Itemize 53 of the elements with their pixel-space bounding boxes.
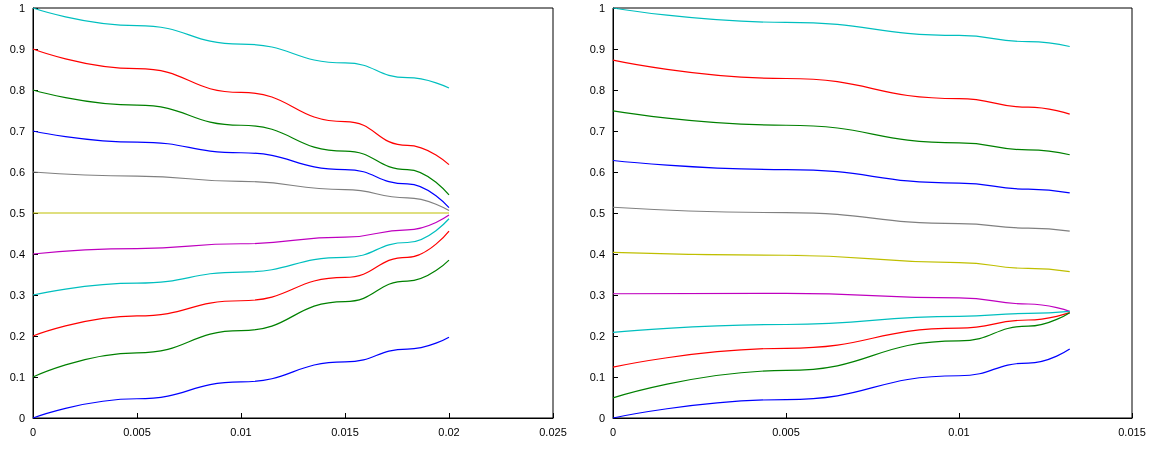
y-tick-label: 0.2 [9,330,25,342]
line-series [32,336,450,419]
y-tick-label: 0 [598,412,605,424]
line-series [612,7,1071,48]
line-series [32,48,450,166]
y-tick-label: 0.8 [589,84,605,96]
y-tick-label: 0.9 [9,43,25,55]
line-series [612,312,1071,399]
x-tick-label: 0.01 [230,425,252,438]
x-tick-label: 0.005 [772,425,800,438]
y-tick-label: 0.8 [9,84,25,96]
y-tick-label: 1 [18,2,25,14]
x-tick-label: 0.01 [948,425,970,438]
x-tick-label: 0 [29,425,37,438]
line-series [612,206,1071,232]
y-tick-label: 0.2 [589,330,605,342]
x-tick-label: 0.015 [1118,425,1146,438]
x-tick-label: 0.015 [331,425,359,438]
line-series [612,59,1071,115]
line-series [32,171,450,212]
line-series [612,159,1071,194]
line-series [32,230,450,337]
y-tick-label: 0.7 [9,125,25,137]
line-series [612,292,1071,312]
y-tick-label: 1 [598,2,605,14]
line-series [612,110,1071,156]
line-series [32,259,450,378]
y-tick-label: 0.3 [589,289,605,301]
y-tick-label: 0.3 [9,289,25,301]
line-series [612,312,1071,368]
line-series [32,89,450,196]
y-tick-label: 0.6 [9,166,25,178]
x-tick-label: 0 [609,425,617,438]
y-tick-label: 0.7 [589,125,605,137]
y-tick-label: 0.5 [9,207,25,219]
line-series [612,251,1071,273]
line-series [32,7,450,89]
x-tick-label: 0.02 [438,425,460,438]
y-tick-label: 0.4 [589,248,605,260]
y-tick-label: 0.6 [589,166,605,178]
line-series [32,130,450,209]
line-series [32,218,450,296]
line-series [612,310,1071,333]
y-tick-label: 0.1 [9,371,25,383]
y-tick-label: 0 [18,412,25,424]
y-tick-label: 0.5 [589,207,605,219]
x-tick-label: 0.005 [123,425,151,438]
x-tick-label: 0.025 [539,425,567,438]
y-tick-label: 0.1 [589,371,605,383]
line-series [32,214,450,255]
line-series [612,348,1071,419]
y-tick-label: 0.9 [589,43,605,55]
y-tick-label: 0.4 [9,248,25,260]
